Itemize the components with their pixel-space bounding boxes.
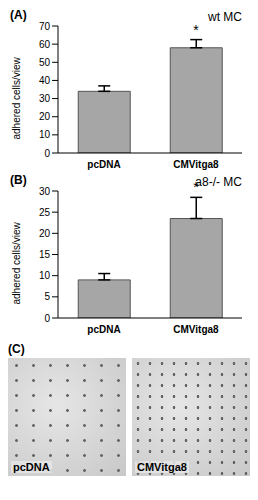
svg-text:60: 60: [39, 39, 51, 50]
svg-text:adhered cells/view: adhered cells/view: [11, 56, 22, 139]
svg-text:20: 20: [39, 111, 51, 122]
svg-text:0: 0: [44, 313, 50, 324]
svg-text:0: 0: [44, 148, 50, 159]
svg-text:15: 15: [39, 249, 51, 260]
svg-text:CMVitga8: CMVitga8: [173, 324, 219, 335]
svg-text:70: 70: [39, 21, 51, 32]
svg-text:adhered cells/view: adhered cells/view: [11, 221, 22, 304]
svg-text:10: 10: [39, 129, 51, 140]
svg-text:20: 20: [39, 228, 51, 239]
svg-text:pcDNA: pcDNA: [87, 159, 120, 170]
svg-text:5: 5: [44, 291, 50, 302]
svg-text:50: 50: [39, 57, 51, 68]
svg-text:30: 30: [39, 186, 51, 197]
svg-text:CMVitga8: CMVitga8: [173, 159, 219, 170]
svg-text:*: *: [193, 22, 199, 38]
svg-text:10: 10: [39, 270, 51, 281]
svg-text:*: *: [193, 179, 199, 195]
svg-text:40: 40: [39, 75, 51, 86]
svg-text:25: 25: [39, 207, 51, 218]
svg-text:30: 30: [39, 93, 51, 104]
svg-text:pcDNA: pcDNA: [87, 324, 120, 335]
